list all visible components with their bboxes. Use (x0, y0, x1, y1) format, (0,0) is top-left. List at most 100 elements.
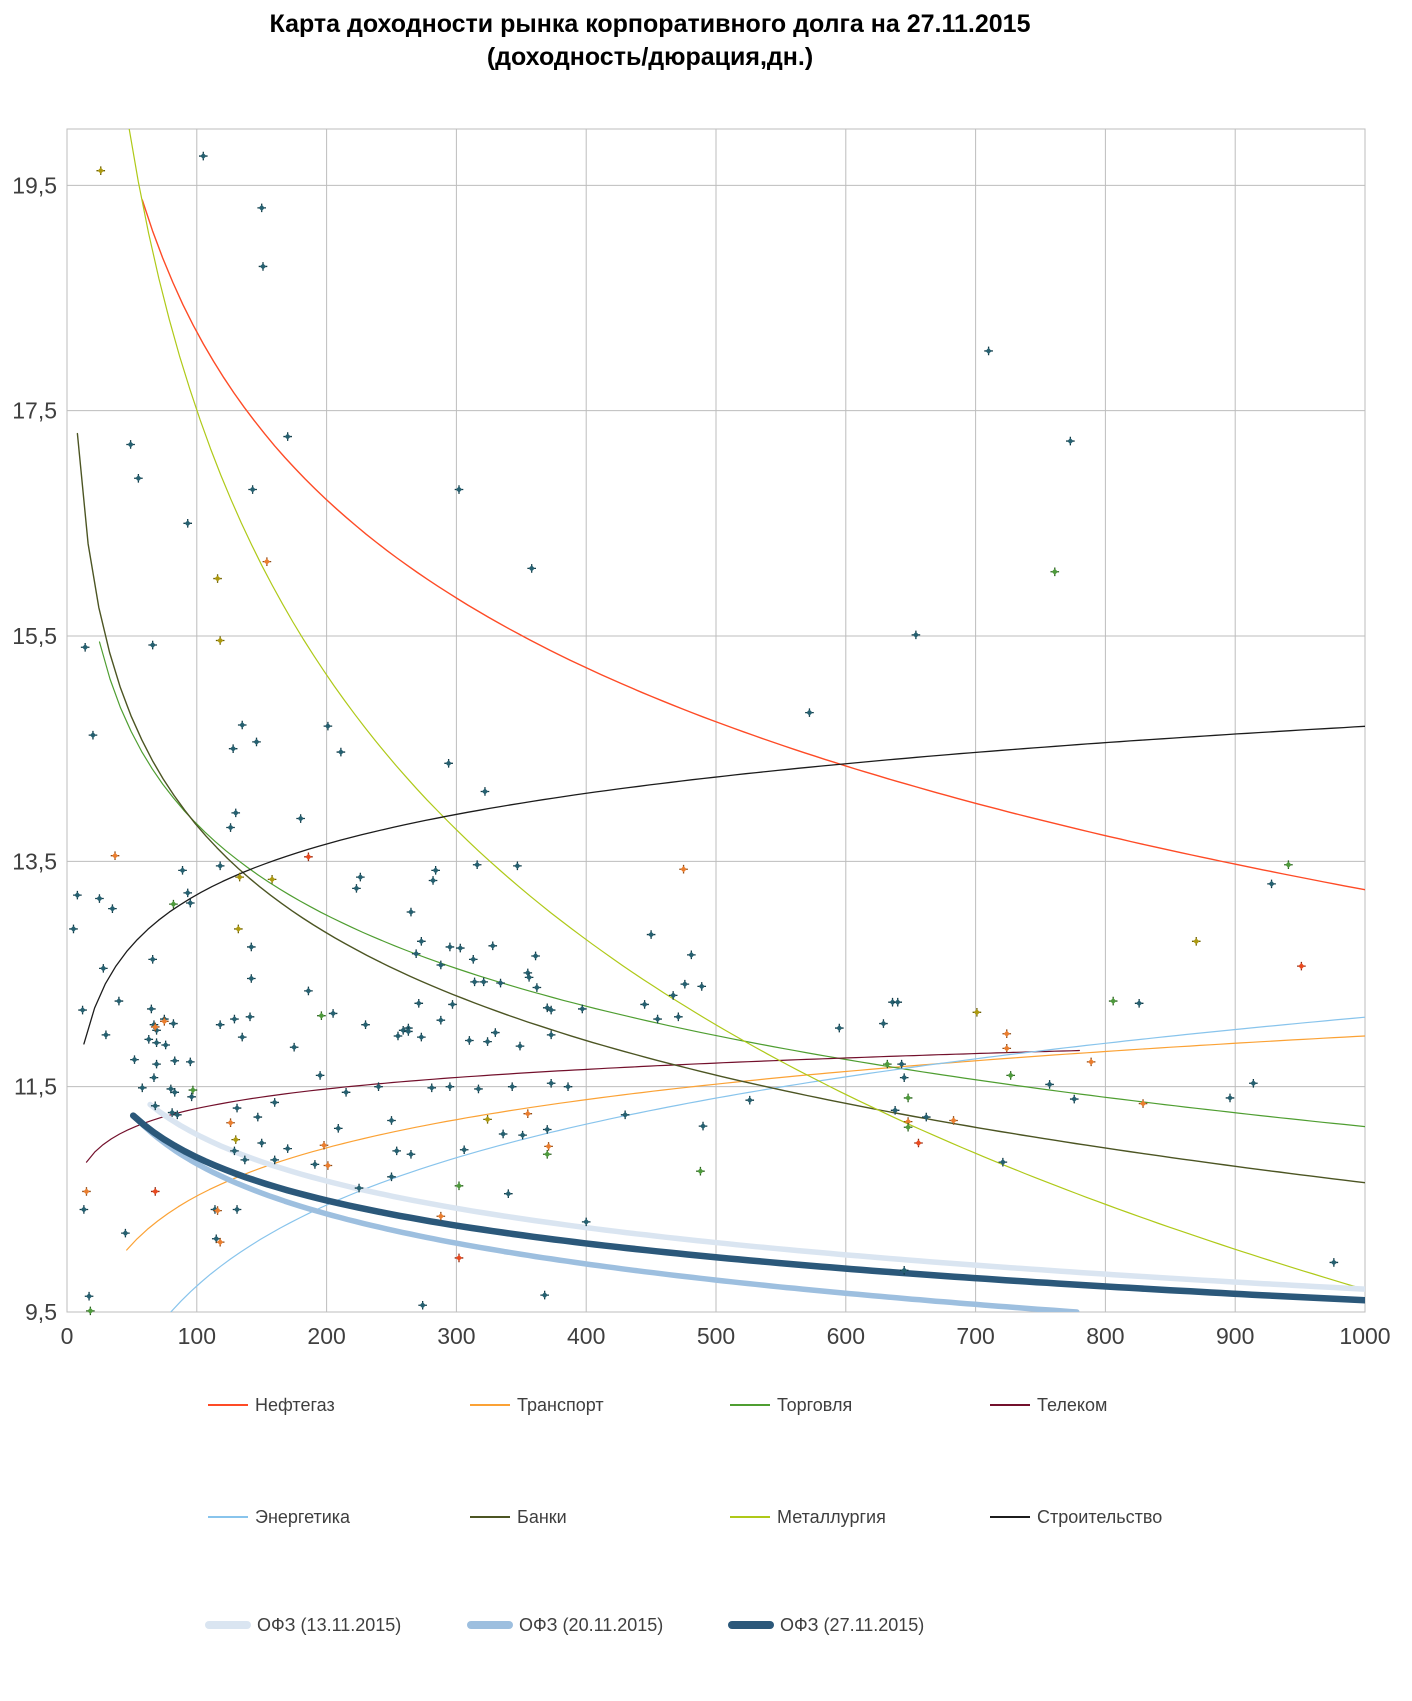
data-point (1139, 1100, 1147, 1107)
data-point (405, 1028, 412, 1035)
legend-item-banki: Банки (470, 1504, 567, 1530)
data-point (214, 575, 221, 582)
data-point (516, 1043, 524, 1050)
chart-title: Карта доходности рынка корпоративного до… (0, 8, 1300, 74)
data-point (324, 1162, 331, 1169)
data-point (407, 908, 415, 916)
x-tick-600: 600 (827, 1323, 865, 1349)
trend-lines (76, 129, 1365, 1312)
y-tick-17,5: 17,5 (12, 398, 57, 424)
data-point (217, 1239, 224, 1246)
data-point (74, 892, 81, 899)
data-point (152, 1023, 159, 1031)
data-point (1007, 1072, 1014, 1079)
data-point (548, 1031, 555, 1038)
data-point (248, 975, 255, 982)
x-tick-500: 500 (697, 1323, 735, 1349)
data-point (905, 1124, 912, 1131)
legend-item-torgovlya: Торговля (730, 1392, 852, 1418)
data-point (232, 1136, 239, 1143)
data-point (171, 1057, 178, 1064)
data-point (622, 1111, 629, 1118)
x-tick-100: 100 (178, 1323, 216, 1349)
data-point (455, 486, 463, 493)
data-point (544, 1004, 551, 1011)
data-point (153, 1039, 160, 1046)
legend-item-neftegaz: Нефтегаз (208, 1392, 335, 1418)
plot-border (66, 128, 1366, 1313)
data-point (259, 263, 267, 270)
legend-item-metallurgiya: Металлургия (730, 1504, 886, 1530)
data-point (892, 1107, 899, 1114)
data-point (432, 867, 439, 874)
data-point (746, 1097, 753, 1104)
data-point (342, 1089, 350, 1096)
data-point (231, 1015, 238, 1023)
data-point (233, 1104, 241, 1112)
data-point (429, 877, 437, 884)
legend-label-telekom: Телеком (1037, 1394, 1108, 1415)
legend-swatch-stroitelstvo (990, 1516, 1030, 1518)
data-point (481, 788, 489, 795)
data-point (284, 433, 291, 440)
legend-label-banki: Банки (517, 1506, 567, 1527)
legend-swatch-energetika (208, 1516, 248, 1518)
data-point (184, 889, 191, 896)
data-point (901, 1074, 908, 1081)
data-point (583, 1218, 590, 1225)
legend-swatch-torgovlya (730, 1404, 770, 1406)
trendline-ofz-20-11 (133, 1115, 1080, 1312)
data-point (213, 1235, 220, 1242)
data-point (923, 1113, 930, 1121)
data-point (189, 1086, 197, 1094)
data-point (545, 1143, 552, 1150)
data-point (548, 1006, 555, 1014)
data-point (317, 1072, 324, 1079)
data-point (475, 1085, 482, 1093)
data-point (187, 899, 194, 907)
data-point (311, 1161, 319, 1168)
data-point (305, 987, 312, 994)
data-point (217, 1021, 224, 1028)
data-point (419, 1302, 426, 1309)
data-point (96, 895, 103, 902)
data-point (239, 721, 246, 729)
legend-row-2: Энергетика Банки Металлургия Строительство (0, 1504, 1412, 1530)
data-point (337, 748, 344, 756)
y-tick-9,5: 9,5 (25, 1299, 57, 1325)
points-dark-teal (69, 151, 1339, 1310)
data-point (461, 1146, 468, 1153)
data-point (152, 1102, 159, 1109)
data-point (253, 738, 260, 746)
data-point (80, 1206, 87, 1213)
data-point (100, 965, 107, 972)
data-point (79, 1006, 86, 1014)
data-point (806, 709, 813, 716)
data-point (505, 1190, 512, 1197)
data-point (912, 631, 919, 638)
data-point (263, 558, 270, 565)
data-point (884, 1061, 891, 1068)
x-tick-700: 700 (956, 1323, 994, 1349)
data-point (519, 1132, 526, 1139)
data-point (388, 1117, 395, 1124)
data-point (227, 1119, 234, 1126)
data-point (437, 1213, 444, 1220)
legend-label-metallurgiya: Металлургия (777, 1506, 886, 1527)
y-tick-19,5: 19,5 (12, 172, 57, 198)
legend-swatch-metallurgiya (730, 1516, 770, 1518)
data-point (217, 637, 224, 644)
data-point (362, 1021, 369, 1028)
data-point (484, 1038, 491, 1045)
data-point (353, 885, 360, 892)
data-point (654, 1015, 661, 1023)
data-point (148, 1005, 155, 1013)
data-point (905, 1094, 912, 1102)
data-point (484, 1116, 491, 1123)
data-point (171, 1089, 178, 1096)
data-point (187, 1058, 194, 1065)
data-point (973, 1009, 980, 1016)
legend-swatch-ofz-27-11 (728, 1621, 774, 1629)
data-point (532, 952, 539, 960)
legend-label-neftegaz: Нефтегаз (255, 1394, 335, 1415)
